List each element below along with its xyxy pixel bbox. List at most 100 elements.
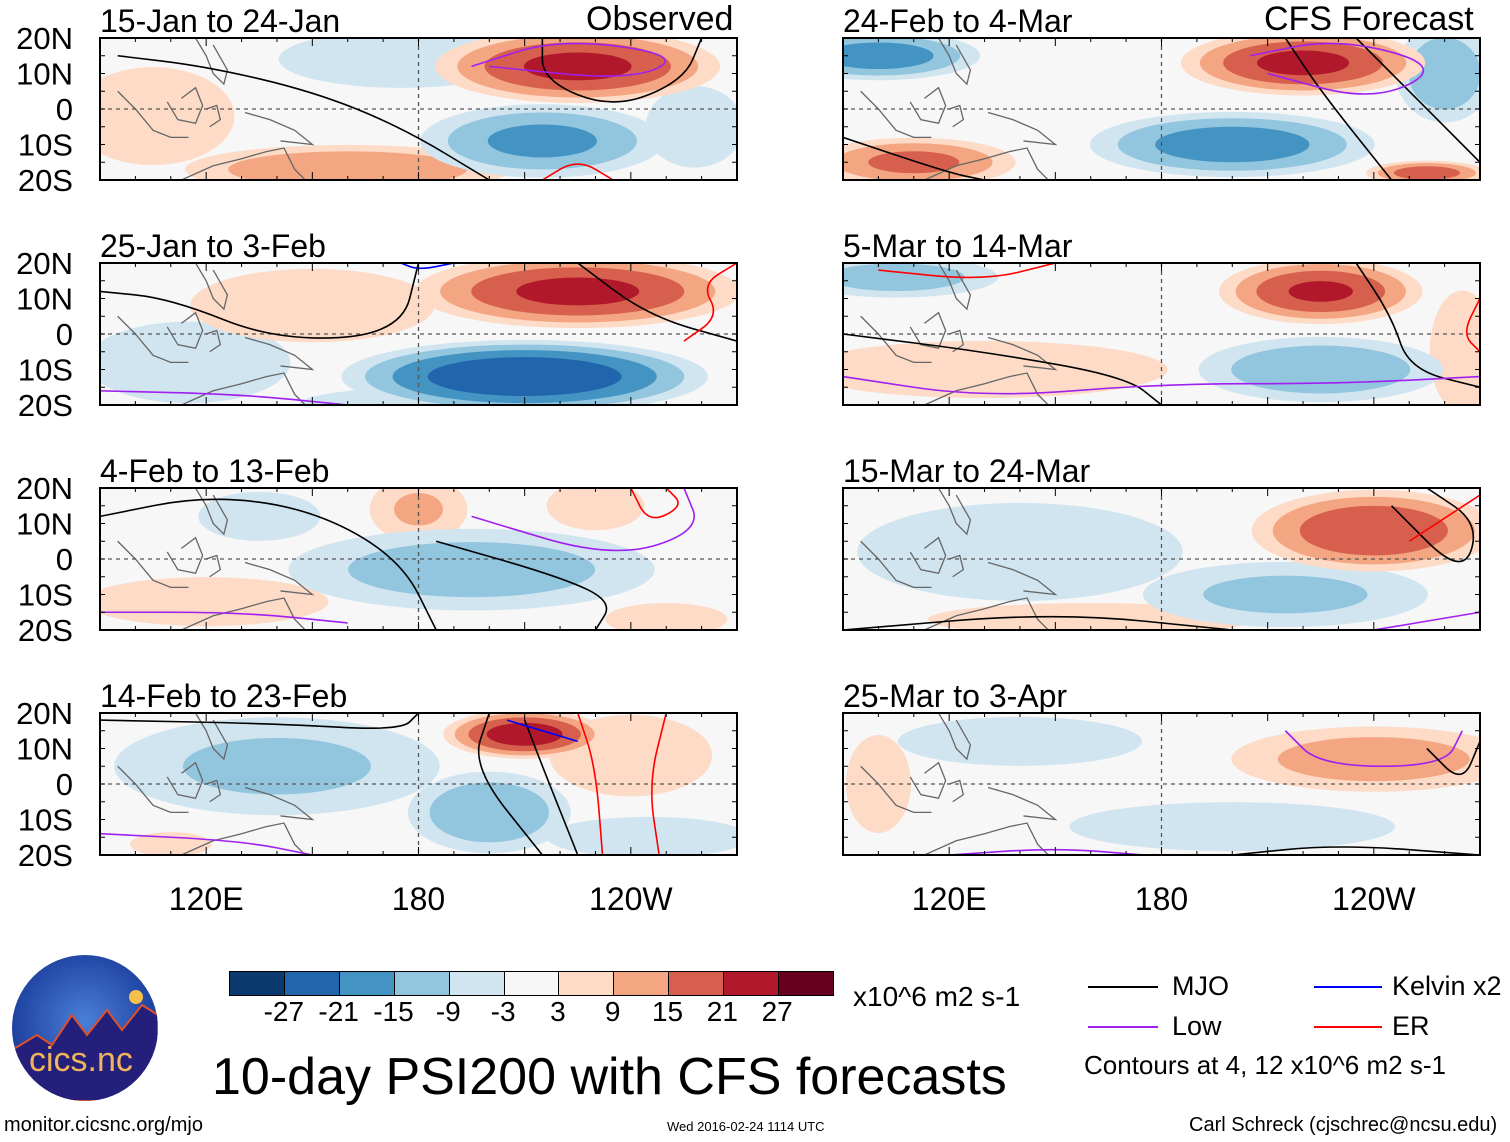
anomaly-contour-fill: [546, 816, 737, 855]
lat-tick-label: 10N: [16, 57, 73, 92]
colorbar-tick-label: -3: [490, 996, 516, 1027]
contour-low: [471, 42, 667, 77]
logo-text: cics.nc: [29, 1041, 133, 1079]
coastline: [117, 263, 315, 405]
colorbar-swatch: [339, 972, 395, 995]
legend-line-er: [1314, 1026, 1382, 1028]
anomaly-contour-fill: [100, 67, 235, 166]
colorbar-tick-label: -21: [318, 996, 359, 1027]
colorbar: [229, 971, 834, 996]
anomaly-contour-fill: [1429, 290, 1480, 405]
contour-mjo: [843, 615, 1233, 630]
coastline: [860, 38, 1058, 180]
units-label: x10^6 m2 s-1: [853, 981, 1021, 1012]
lon-tick-label: 180: [1135, 881, 1188, 917]
coastline: [860, 713, 1058, 855]
anomaly-contour-fill: [843, 340, 1168, 399]
contour-low: [100, 832, 313, 855]
logo-graphic: [12, 990, 158, 1101]
anomaly-contour-fill: [546, 488, 645, 531]
contour-mjo: [1355, 38, 1480, 163]
lon-tick-label: 120E: [912, 881, 987, 917]
contour-er: [683, 263, 737, 342]
panel-title: 15-Jan to 24-Jan: [100, 3, 340, 39]
colorbar-tick-label: -15: [373, 996, 414, 1027]
contour-er: [1408, 494, 1480, 542]
lat-tick-label: 10S: [18, 128, 73, 163]
colorbar-swatch: [230, 972, 285, 995]
contour-mjo: [843, 136, 985, 180]
contour-mjo: [435, 540, 608, 630]
coastline: [860, 488, 1058, 630]
lon-tick-label: 180: [392, 881, 445, 917]
anomaly-contour-fill: [429, 782, 550, 843]
anomaly-contour-fill: [1299, 505, 1448, 556]
legend-line-kelvin: [1314, 986, 1382, 988]
contour-kelvin: [506, 719, 578, 743]
anomaly-contour-fill: [1393, 166, 1461, 180]
contour-mjo: [1426, 741, 1480, 776]
contour-low: [471, 488, 695, 552]
contour-mjo: [117, 54, 490, 180]
colorbar-tick-label: 15: [651, 996, 684, 1027]
footer-url[interactable]: monitor.cicsnc.org/mjo: [4, 1114, 203, 1136]
lon-tick-label: 120W: [589, 881, 673, 917]
lat-tick-label: 0: [56, 92, 73, 127]
legend-label-low: Low: [1172, 1011, 1222, 1041]
panel-title: 15-Mar to 24-Mar: [843, 453, 1091, 489]
contour-mjo: [843, 333, 1163, 405]
panel-title: 25-Mar to 3-Apr: [843, 678, 1067, 714]
coastline: [117, 488, 315, 630]
lat-tick-label: 10S: [18, 803, 73, 838]
contour-er: [630, 488, 679, 519]
anomaly-contour-fill: [427, 357, 622, 397]
anomaly-contour-fill: [843, 42, 934, 70]
coastline: [860, 263, 1058, 405]
contour-note: Contours at 4, 12 x10^6 m2 s-1: [1084, 1050, 1446, 1080]
lat-tick-label: 0: [56, 767, 73, 802]
anomaly-contour-fill: [190, 268, 435, 343]
contour-mjo: [1355, 263, 1480, 389]
anomaly-contour-fill: [1256, 50, 1350, 76]
map-panel: 5-Mar to 14-Mar: [842, 228, 1481, 406]
lat-tick-label: 10S: [18, 353, 73, 388]
anomaly-contour-fill: [645, 85, 737, 168]
contour-er: [651, 713, 667, 855]
lat-tick-label: 20S: [18, 613, 73, 648]
panel-title: 24-Feb to 4-Mar: [843, 3, 1073, 39]
contour-mjo: [523, 719, 579, 855]
colorbar-swatch: [284, 972, 340, 995]
colorbar-tick-label: 9: [604, 996, 621, 1027]
map-panel: 24-Feb to 4-Mar: [842, 3, 1481, 181]
lat-tick-label: 10N: [16, 282, 73, 317]
contour-mjo: [100, 713, 420, 729]
colorbar-tick-label: 21: [706, 996, 738, 1027]
contour-er: [576, 713, 604, 855]
contour-low: [100, 611, 348, 624]
anomaly-contour-fill: [228, 151, 468, 180]
footer-timestamp: Wed 2016-02-24 1114 UTC: [667, 1119, 825, 1134]
lat-tick-label: 20S: [18, 838, 73, 873]
lat-tick-label: 20N: [16, 21, 73, 56]
contour-mjo: [1284, 38, 1393, 180]
legend-line-low: [1088, 1026, 1158, 1028]
contour-mjo: [477, 713, 543, 855]
legend-label-mjo: MJO: [1172, 971, 1229, 1001]
lat-tick-label: 20N: [16, 696, 73, 731]
anomaly-contour-fill: [1069, 802, 1396, 852]
colorbar-swatch: [394, 972, 450, 995]
coastline: [117, 713, 315, 855]
colorbar-swatch: [559, 972, 615, 995]
anomaly-contour-fill: [182, 737, 371, 795]
anomaly-contour-fill: [394, 492, 443, 526]
lat-tick-label: 20S: [18, 163, 73, 198]
colorbar-swatch: [504, 972, 560, 995]
lat-tick-label: 10N: [16, 507, 73, 542]
logo: cics.nc: [12, 955, 158, 1101]
lat-tick-label: 0: [56, 542, 73, 577]
